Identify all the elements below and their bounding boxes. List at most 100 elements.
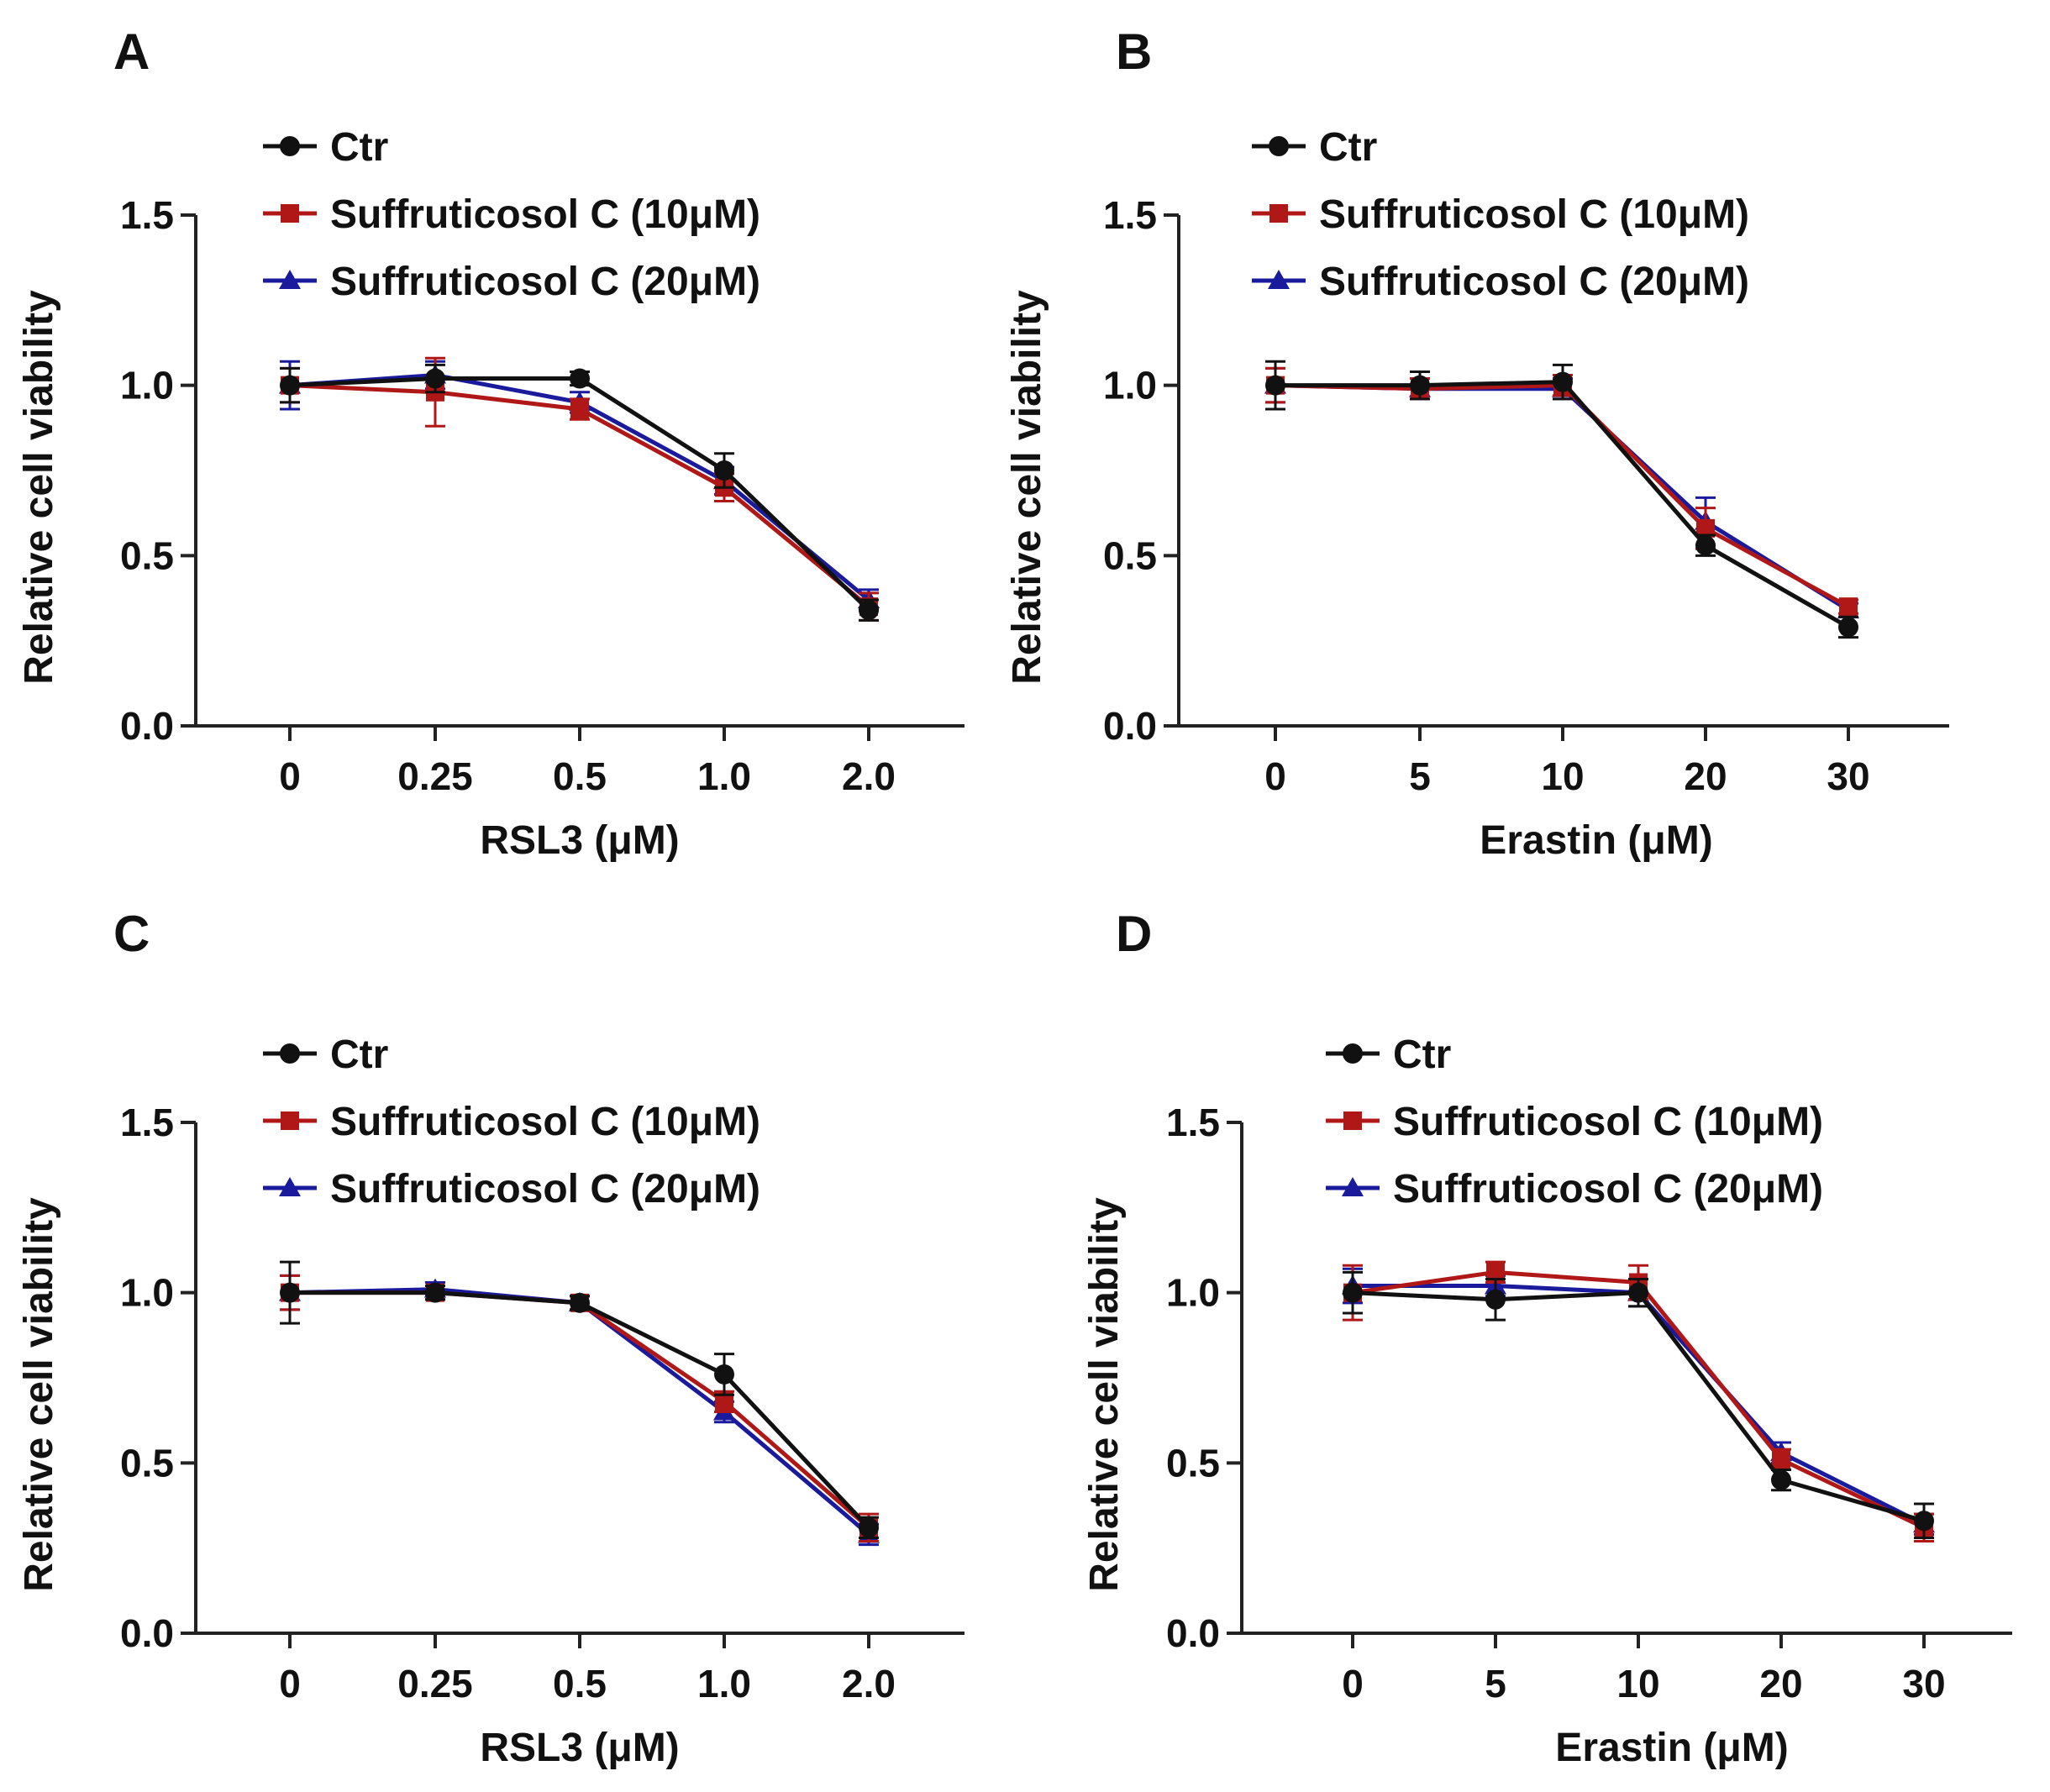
legend-label-ctr: Ctr — [330, 125, 388, 170]
legend-marker-ctr — [280, 136, 300, 156]
data-point-ctr — [1485, 1289, 1506, 1310]
y-tick-label: 0.0 — [120, 704, 174, 748]
legend: Ctr Suffruticosol C (10μM) Suffruticosol C… — [263, 1033, 760, 1211]
y-tick-label: 0.5 — [120, 1441, 174, 1485]
legend-label-s10: Suffruticosol C (10μM) — [1319, 192, 1749, 237]
x-tick-label: 30 — [1902, 1662, 1945, 1705]
legend-marker-s10 — [1269, 204, 1288, 223]
legend-label-s10: Suffruticosol C (10μM) — [1393, 1100, 1823, 1144]
data-point-ctr — [714, 1364, 734, 1385]
data-point-ctr — [425, 368, 445, 389]
data-point-ctr — [570, 1292, 590, 1313]
x-tick-label: 0.25 — [397, 754, 473, 798]
x-tick-label: 10 — [1616, 1662, 1659, 1705]
series-line-s10 — [290, 1290, 870, 1530]
data-point-ctr — [1343, 1282, 1363, 1303]
data-point-s10 — [1696, 518, 1715, 538]
panel-d: D 0.0 0.5 1.0 1.5 0 5 10 20 30 Erastin (μM) Relativ… — [1082, 906, 2012, 1770]
y-tick-label: 0.5 — [1166, 1441, 1220, 1485]
legend-marker-ctr — [1269, 136, 1289, 156]
legend-label-ctr: Ctr — [1393, 1033, 1451, 1077]
legend-label-s20: Suffruticosol C (20μM) — [330, 260, 760, 304]
legend-label-s20: Suffruticosol C (20μM) — [1319, 260, 1749, 304]
series-ctr — [1343, 1270, 1934, 1540]
data-point-ctr — [425, 1282, 445, 1303]
legend-label-ctr: Ctr — [330, 1033, 388, 1077]
panel-c: C 0.0 0.5 1.0 1.5 0 0.25 0.5 1.0 2.0 RSL3 (μM) Rela… — [17, 906, 965, 1770]
panel-letter: B — [1116, 24, 1152, 80]
legend-marker-s10 — [281, 1111, 299, 1130]
legend: Ctr Suffruticosol C (10μM) Suffruticosol C… — [1252, 125, 1749, 304]
series-line-s20 — [289, 1287, 870, 1537]
data-point-ctr — [280, 375, 300, 396]
legend-marker-s10 — [1343, 1111, 1362, 1130]
y-tick-label: 1.5 — [1103, 193, 1157, 237]
x-tick-label: 0.5 — [553, 754, 607, 798]
panel-a: A 0.0 0.5 1.0 1.5 0 0.25 0.5 1.0 2.0 RSL3 (μM) Rela… — [17, 24, 965, 863]
data-point-ctr — [1410, 375, 1430, 396]
x-tick-label: 2.0 — [842, 1662, 896, 1705]
legend-marker-ctr — [280, 1043, 300, 1064]
panel-b: B 0.0 0.5 1.0 1.5 0 5 10 20 30 Erastin (μM) Relativ… — [1005, 24, 1949, 863]
series-line-s10 — [1275, 383, 1850, 609]
series-s10 — [280, 1274, 879, 1543]
panel-letter: C — [113, 906, 150, 962]
data-point-ctr — [1553, 371, 1573, 392]
panel-letter: A — [113, 24, 150, 80]
data-point-ctr — [1695, 535, 1716, 556]
x-tick-label: 0 — [1342, 1662, 1364, 1705]
y-tick-label: 0.0 — [1103, 704, 1157, 748]
data-point-ctr — [570, 368, 590, 389]
y-tick-label: 1.5 — [1166, 1101, 1220, 1144]
y-axis-title: Relative cell viability — [17, 1197, 61, 1592]
x-tick-label: 30 — [1827, 754, 1869, 798]
x-tick-label: 0 — [279, 1662, 301, 1705]
series-s20 — [279, 1274, 880, 1547]
y-tick-label: 1.5 — [120, 193, 174, 237]
x-tick-label: 1.0 — [697, 754, 751, 798]
legend-marker-s20 — [279, 1177, 301, 1196]
series-line-s10 — [1352, 1269, 1926, 1530]
series-ctr — [280, 1260, 879, 1540]
data-point-s10 — [1839, 597, 1858, 617]
legend-marker-ctr — [1343, 1043, 1363, 1064]
series-ctr — [1265, 360, 1858, 639]
x-tick-label: 5 — [1485, 1662, 1506, 1705]
series-ctr — [280, 363, 879, 622]
data-point-s10 — [715, 1392, 733, 1411]
y-axis-title: Relative cell viability — [1005, 290, 1049, 685]
x-tick-label: 2.0 — [842, 754, 896, 798]
data-point-ctr — [859, 1517, 879, 1538]
series-s10 — [1265, 366, 1858, 617]
data-point-ctr — [1265, 375, 1285, 396]
x-tick-label: 1.0 — [697, 1662, 751, 1705]
series-line-ctr — [290, 1290, 870, 1530]
legend-marker-s20 — [279, 270, 301, 289]
data-point-ctr — [1838, 617, 1858, 638]
x-tick-label: 20 — [1759, 1662, 1802, 1705]
legend-marker-s20 — [1268, 270, 1290, 289]
x-axis-title: RSL3 (μM) — [480, 1726, 679, 1770]
y-tick-label: 0.5 — [1103, 533, 1157, 577]
x-tick-label: 5 — [1409, 754, 1431, 798]
y-tick-label: 1.0 — [120, 1271, 174, 1315]
x-tick-label: 0.5 — [553, 1662, 607, 1705]
panel-letter: D — [1116, 906, 1152, 962]
x-tick-label: 10 — [1541, 754, 1584, 798]
legend: Ctr Suffruticosol C (10μM) Suffruticosol C… — [1326, 1033, 1823, 1211]
x-axis-title: Erastin (μM) — [1555, 1726, 1788, 1770]
y-tick-label: 0.0 — [120, 1611, 174, 1655]
x-tick-label: 0 — [279, 754, 301, 798]
legend-marker-s10 — [281, 204, 299, 223]
data-point-ctr — [280, 1282, 300, 1303]
series-s20 — [1342, 1267, 1935, 1536]
data-point-s10 — [1486, 1263, 1505, 1282]
data-point-ctr — [1628, 1282, 1648, 1303]
data-point-ctr — [859, 600, 879, 621]
x-tick-label: 20 — [1684, 754, 1727, 798]
data-point-s10 — [570, 400, 589, 419]
legend-label-s20: Suffruticosol C (20μM) — [330, 1167, 760, 1211]
legend: Ctr Suffruticosol C (10μM) Suffruticosol C… — [263, 125, 760, 304]
legend-label-s20: Suffruticosol C (20μM) — [1393, 1167, 1823, 1211]
